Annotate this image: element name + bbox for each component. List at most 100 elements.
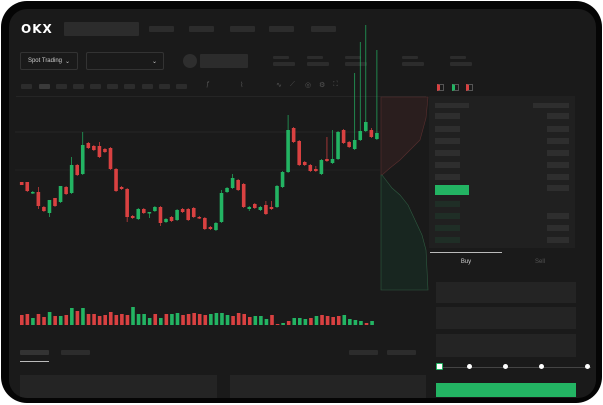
chevron-down-icon: ⌄ [65, 58, 71, 65]
amount-input[interactable] [436, 307, 576, 329]
candle [64, 186, 68, 195]
volume-bar [259, 316, 263, 325]
candle [225, 187, 229, 193]
volume-bar [336, 316, 341, 325]
ask-amount [547, 162, 569, 168]
filter-button[interactable] [349, 350, 378, 355]
candle-body [47, 200, 52, 213]
tab-open-orders[interactable] [20, 350, 49, 355]
volume-bar [192, 313, 196, 325]
volume-bar [131, 307, 135, 325]
timeframe-button[interactable] [176, 84, 187, 89]
filter-button[interactable] [387, 350, 416, 355]
pair-dropdown[interactable]: ⌄ [86, 52, 164, 70]
buy-button[interactable] [436, 383, 576, 397]
candle-body [352, 140, 357, 149]
stat-label [402, 56, 418, 59]
volume-bar [53, 316, 57, 325]
candle-body [236, 180, 240, 190]
order-book [429, 96, 575, 248]
candle [214, 222, 218, 231]
candle-body [325, 159, 329, 161]
candle-body [153, 207, 157, 211]
slider-mark-100[interactable] [585, 364, 590, 369]
candle-body [291, 128, 296, 142]
slider-handle[interactable] [436, 363, 443, 370]
tab-order-history[interactable] [61, 350, 90, 355]
candle [330, 130, 335, 164]
total-input[interactable] [436, 334, 576, 357]
candle-body [130, 216, 135, 218]
volume-bar [70, 308, 74, 325]
line-tool-icon[interactable]: ∿ [276, 82, 282, 89]
timeframe-button[interactable] [21, 84, 32, 89]
volume-bar [170, 314, 174, 325]
chevron-down-icon: ⌄ [151, 58, 157, 65]
tab-buy[interactable]: Buy [460, 259, 472, 265]
candle-body [136, 209, 141, 219]
candle [42, 206, 46, 212]
timeframe-button[interactable] [159, 84, 170, 89]
spot-trading-dropdown[interactable]: Spot Trading ⌄ [20, 52, 78, 70]
candle [203, 217, 207, 230]
nav-item[interactable] [311, 26, 336, 32]
candle [302, 161, 307, 166]
orderbook-asks-icon[interactable] [466, 84, 473, 91]
fullscreen-icon[interactable]: ⛶ [333, 81, 338, 88]
candle [308, 164, 313, 172]
volume-bar [225, 315, 230, 325]
stat-label [273, 56, 289, 59]
volume-bar [159, 318, 163, 325]
timeframe-button[interactable] [39, 84, 50, 89]
volume-bar [181, 315, 185, 325]
volume-bar [298, 318, 302, 325]
candle [130, 215, 135, 219]
bid-price [435, 213, 460, 219]
ruler-icon[interactable]: ⟋ [290, 81, 295, 88]
volume-bar [125, 315, 130, 325]
candle [264, 201, 268, 215]
orderbook-both-icon[interactable] [437, 84, 444, 91]
candle [114, 168, 118, 192]
volume-bar [58, 316, 63, 325]
orderbook-bids-icon[interactable] [452, 84, 459, 91]
candle-body [302, 162, 307, 165]
volume-bar [20, 315, 24, 325]
volume-bar [108, 312, 113, 325]
candle-body [347, 142, 351, 147]
candle-body [108, 148, 113, 169]
timeframe-button[interactable] [124, 84, 135, 89]
timeframe-button[interactable] [56, 84, 67, 89]
chart-type-icon[interactable]: ⌇ [240, 82, 244, 89]
timeframe-button[interactable] [90, 84, 101, 89]
ask-amount [547, 113, 569, 119]
candle-body [230, 178, 235, 188]
ask-amount [547, 150, 569, 156]
nav-item[interactable] [269, 26, 294, 32]
camera-icon[interactable]: ◎ [305, 82, 312, 89]
timeframe-button[interactable] [142, 84, 153, 89]
candle-body [191, 208, 196, 217]
price-input[interactable] [436, 282, 576, 303]
amount-slider-track[interactable] [441, 367, 591, 368]
nav-item[interactable] [230, 26, 255, 32]
dropdown-label: Spot Trading [27, 58, 62, 64]
bid-price [435, 225, 460, 231]
timeframe-button[interactable] [73, 84, 84, 89]
settings-icon[interactable]: ⚙ [319, 82, 326, 89]
bid-amount [547, 213, 569, 219]
tab-sell[interactable]: Sell [534, 259, 545, 265]
candle-body [247, 207, 252, 209]
search-input[interactable] [64, 22, 139, 36]
nav-item[interactable] [189, 26, 214, 32]
volume-bar [253, 316, 258, 325]
slider-mark-50[interactable] [503, 364, 508, 369]
slider-mark-75[interactable] [539, 364, 544, 369]
slider-mark-25[interactable] [467, 364, 472, 369]
okx-logo[interactable]: OKX [21, 22, 53, 36]
timeframe-button[interactable] [107, 84, 118, 89]
nav-item[interactable] [149, 26, 174, 32]
ask-price [435, 150, 460, 156]
indicator-icon[interactable]: ƒ [206, 81, 210, 88]
